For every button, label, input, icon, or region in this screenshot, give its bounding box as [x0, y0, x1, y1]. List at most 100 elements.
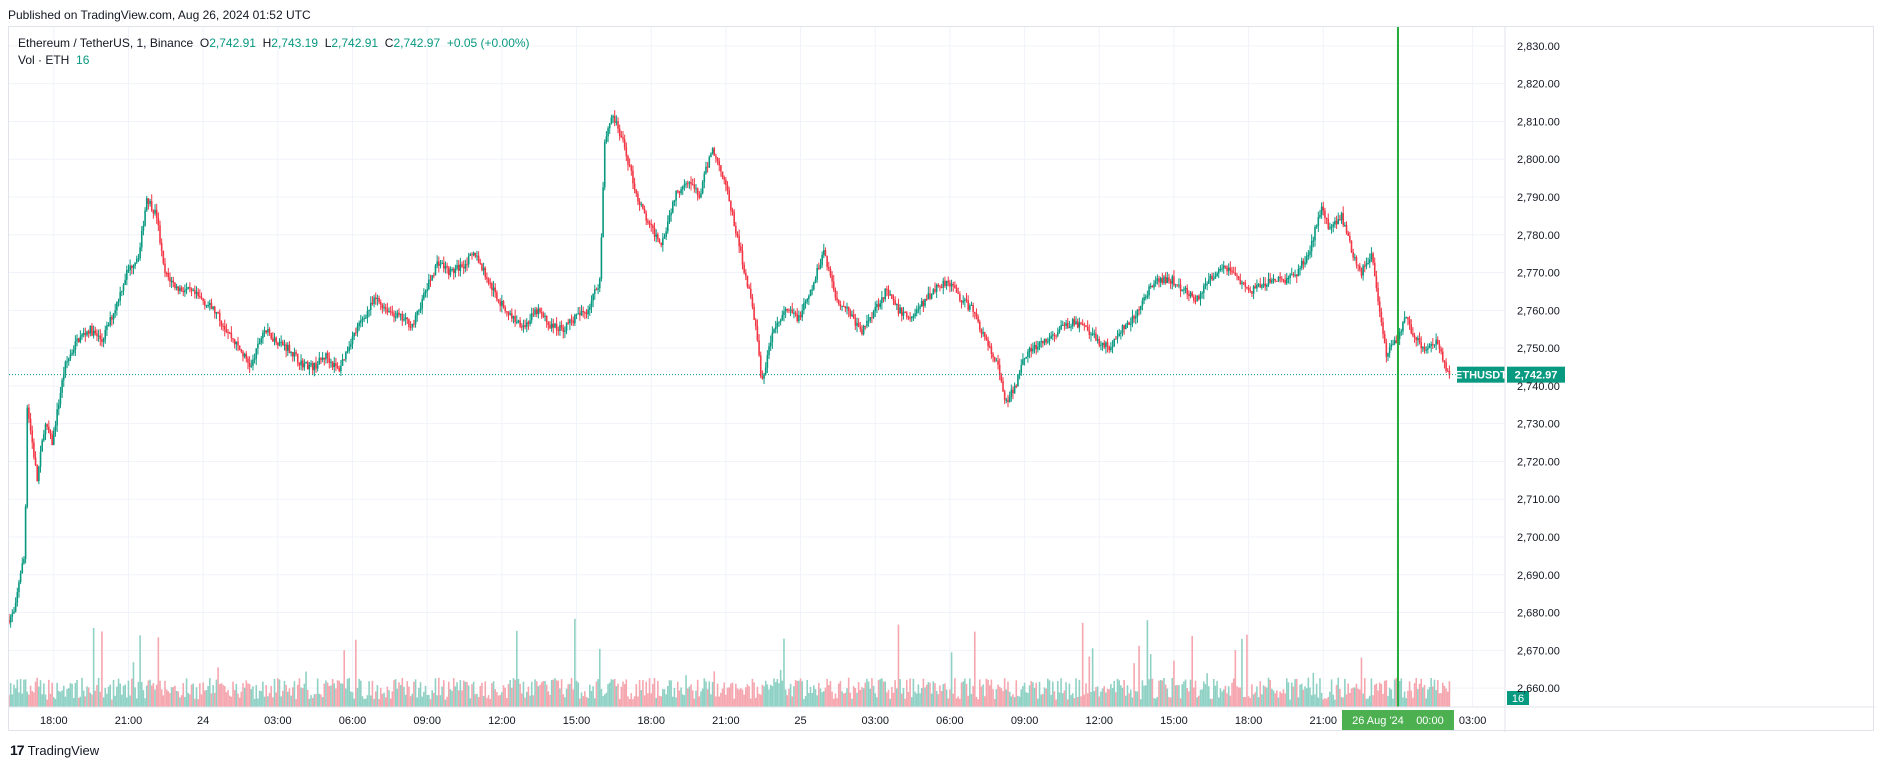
candle-body: [788, 309, 790, 311]
candle-body: [1179, 284, 1182, 291]
volume-bar: [662, 689, 664, 707]
volume-bar: [353, 698, 355, 707]
volume-bar: [368, 681, 370, 707]
candle-body: [1249, 290, 1252, 292]
candle-body: [187, 287, 190, 289]
y-tick-label: 2,720.00: [1517, 456, 1560, 468]
candle-body: [288, 344, 291, 354]
candle-body: [982, 332, 984, 334]
symbol-badge-label: ETHUSDT: [1455, 370, 1507, 382]
volume-bar: [145, 685, 148, 707]
volume-bar: [741, 689, 744, 707]
candle-body: [1320, 206, 1323, 215]
candle-body: [1131, 316, 1134, 324]
candle-body: [114, 310, 117, 314]
candle-body: [670, 212, 672, 216]
volume-bar: [667, 686, 669, 707]
volume-bar: [174, 685, 176, 707]
volume-bar: [547, 691, 550, 707]
volume-bar: [990, 679, 993, 707]
volume-bar: [1299, 684, 1301, 707]
candle-body: [1354, 257, 1356, 259]
candle-body: [169, 277, 171, 282]
volume-bar: [1013, 697, 1016, 707]
volume-bar: [988, 685, 991, 707]
volume-bar: [1234, 650, 1237, 707]
volume-bar: [11, 694, 14, 707]
volume-bar: [1289, 699, 1291, 707]
candle-body: [872, 311, 875, 318]
volume-bar: [456, 682, 458, 707]
volume-bar: [272, 697, 274, 707]
volume-bar: [96, 685, 98, 707]
candle-body: [1000, 375, 1003, 382]
candle-body: [1168, 277, 1170, 282]
volume-bar: [499, 694, 501, 707]
volume-bar: [356, 687, 359, 707]
candle-body: [1274, 278, 1276, 281]
volume-bar: [1247, 696, 1250, 707]
x-tick-label: 24: [197, 715, 209, 727]
candle-body: [192, 290, 194, 292]
y-tick-label: 2,820.00: [1517, 79, 1560, 91]
candle-body: [1400, 331, 1403, 333]
volume-bar: [1344, 678, 1346, 707]
candle-body: [711, 148, 714, 154]
candle-body: [522, 325, 525, 328]
candle-body: [1212, 278, 1215, 280]
volume-bar: [467, 685, 470, 707]
candle-body: [1237, 276, 1240, 280]
candle-body: [1103, 342, 1106, 348]
candle-body: [595, 289, 598, 291]
volume-bar: [618, 699, 621, 707]
volume-bar: [451, 690, 453, 707]
candle-body: [842, 305, 845, 307]
volume-bar: [1156, 696, 1159, 707]
candle-body: [1008, 396, 1011, 402]
candle-body: [363, 318, 365, 320]
chart-pane[interactable]: ETHUSDT 2,742.97 16 26 Aug '24 00:00 2,660.0…: [8, 26, 1875, 732]
candle-body: [779, 319, 782, 322]
volume-bar: [887, 689, 890, 707]
candle-body: [939, 286, 941, 288]
volume-bar: [496, 692, 498, 707]
volume-bar: [680, 687, 682, 707]
footer-brand[interactable]: 17 TradingView: [10, 742, 99, 758]
volume-bar: [593, 698, 596, 707]
candle-body: [529, 320, 531, 325]
volume-bar: [459, 680, 462, 707]
volume-bar: [1188, 691, 1190, 707]
volume-bar: [723, 682, 726, 707]
volume-bar: [1193, 687, 1195, 707]
candle-body: [101, 339, 103, 342]
candle-body: [799, 315, 802, 318]
volume-bar: [436, 695, 438, 707]
candle-body: [200, 296, 203, 299]
volume-bar: [315, 694, 317, 707]
candle-body: [469, 254, 472, 256]
volume-bar: [26, 691, 29, 707]
candle-body: [1159, 278, 1162, 283]
volume-bar: [116, 686, 118, 707]
volume-bar: [676, 681, 679, 707]
candle-body: [1254, 286, 1257, 289]
candle-body: [643, 208, 646, 214]
candle-body: [1083, 324, 1086, 326]
candle-body: [233, 339, 236, 345]
candle-body: [1375, 276, 1378, 288]
volume-bar: [519, 683, 521, 707]
volume-bar: [222, 684, 224, 707]
volume-bar: [345, 688, 347, 707]
candle-body: [152, 210, 155, 214]
candle-body: [398, 312, 400, 315]
volume-bar: [905, 679, 908, 707]
volume-bar: [1277, 697, 1280, 707]
candle-body: [716, 158, 719, 161]
volume-bar: [1056, 681, 1059, 707]
volume-bar: [630, 693, 633, 707]
candle-body: [424, 291, 427, 294]
volume-bar: [1267, 677, 1270, 707]
candle-body: [753, 306, 755, 320]
volume-bar: [983, 696, 986, 707]
